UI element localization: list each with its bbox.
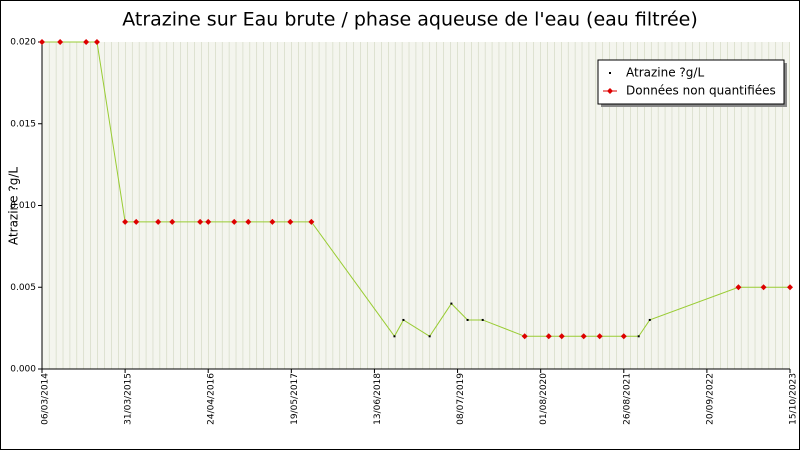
point xyxy=(580,333,587,340)
point xyxy=(760,284,767,291)
point xyxy=(735,284,742,291)
point xyxy=(39,39,45,45)
legend-label: Données non quantifiées xyxy=(626,84,776,98)
legend xyxy=(597,59,785,105)
point xyxy=(231,218,238,225)
point xyxy=(133,218,140,225)
point xyxy=(93,39,100,45)
point xyxy=(269,218,276,225)
point xyxy=(466,318,469,321)
y-tick-label: 0.005 xyxy=(10,283,36,293)
y-tick-label: 0.010 xyxy=(10,201,36,211)
point xyxy=(521,333,528,340)
point xyxy=(620,333,627,340)
point xyxy=(245,218,252,225)
series-line xyxy=(42,41,790,338)
point xyxy=(122,218,129,225)
x-tick-label: 13/06/2018 xyxy=(373,373,383,425)
x-tick-label: 26/08/2021 xyxy=(622,373,632,425)
point xyxy=(545,333,552,340)
y-axis-label: Atrazine ?g/L xyxy=(7,167,21,245)
point xyxy=(558,333,565,340)
point xyxy=(169,218,176,225)
point xyxy=(637,335,640,338)
point xyxy=(596,333,603,340)
legend-marker xyxy=(607,88,613,94)
point xyxy=(481,318,484,321)
point xyxy=(197,218,204,225)
point xyxy=(428,335,431,338)
x-tick-label: 08/07/2019 xyxy=(456,373,466,425)
y-tick-label: 0.015 xyxy=(10,119,36,129)
point xyxy=(450,302,453,305)
x-tick-label: 06/03/2014 xyxy=(41,373,51,425)
point xyxy=(787,284,793,291)
point xyxy=(57,39,64,45)
y-tick-label: 0.020 xyxy=(10,38,36,48)
point xyxy=(393,335,396,338)
x-tick-label: 15/10/2023 xyxy=(789,373,799,425)
point xyxy=(402,318,405,321)
x-tick-label: 24/04/2016 xyxy=(207,373,217,425)
y-tick-label: 0.000 xyxy=(10,365,36,375)
point xyxy=(83,39,90,45)
chart-title: Atrazine sur Eau brute / phase aqueuse d… xyxy=(122,9,698,31)
x-tick-label: 31/03/2015 xyxy=(124,373,134,425)
x-tick-label: 20/09/2022 xyxy=(705,373,715,425)
point xyxy=(205,218,212,225)
x-tick-label: 19/05/2017 xyxy=(290,373,300,425)
point xyxy=(155,218,162,225)
legend-marker xyxy=(609,72,611,74)
x-tick-label: 01/08/2020 xyxy=(539,373,549,425)
legend-label: Atrazine ?g/L xyxy=(626,66,704,80)
point xyxy=(308,218,315,225)
point xyxy=(648,318,651,321)
point xyxy=(287,218,294,225)
